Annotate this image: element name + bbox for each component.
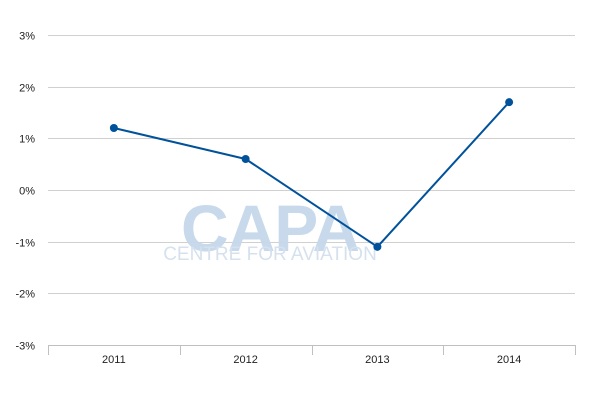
x-tick-label: 2011 xyxy=(102,354,126,366)
x-tick-label: 2013 xyxy=(365,354,389,366)
data-point xyxy=(505,98,514,107)
series-layer xyxy=(109,98,514,251)
y-tick-label: 1% xyxy=(19,134,35,146)
data-point xyxy=(373,242,382,251)
watermark-brand: CAPA xyxy=(181,191,359,265)
y-tick-label: 0% xyxy=(19,186,35,198)
y-tick-label: -2% xyxy=(15,289,35,301)
y-tick-label: -3% xyxy=(15,341,35,353)
data-point xyxy=(241,155,250,163)
series-line xyxy=(113,101,510,248)
watermark-tagline: CENTRE FOR AVIATION xyxy=(163,244,377,265)
x-tick-label: 2012 xyxy=(233,354,257,366)
x-tick-label: 2014 xyxy=(497,354,521,366)
y-tick-label: 3% xyxy=(19,31,35,43)
watermark-logo: CAPA CENTRE FOR AVIATION xyxy=(163,191,377,265)
data-point xyxy=(109,124,118,132)
y-axis: 3% 2% 1% 0% -1% -2% -3% xyxy=(15,31,35,353)
x-axis: 2011 2012 2013 2014 xyxy=(48,345,576,366)
y-tick-label: -1% xyxy=(15,238,35,250)
y-tick-label: 2% xyxy=(19,83,35,95)
